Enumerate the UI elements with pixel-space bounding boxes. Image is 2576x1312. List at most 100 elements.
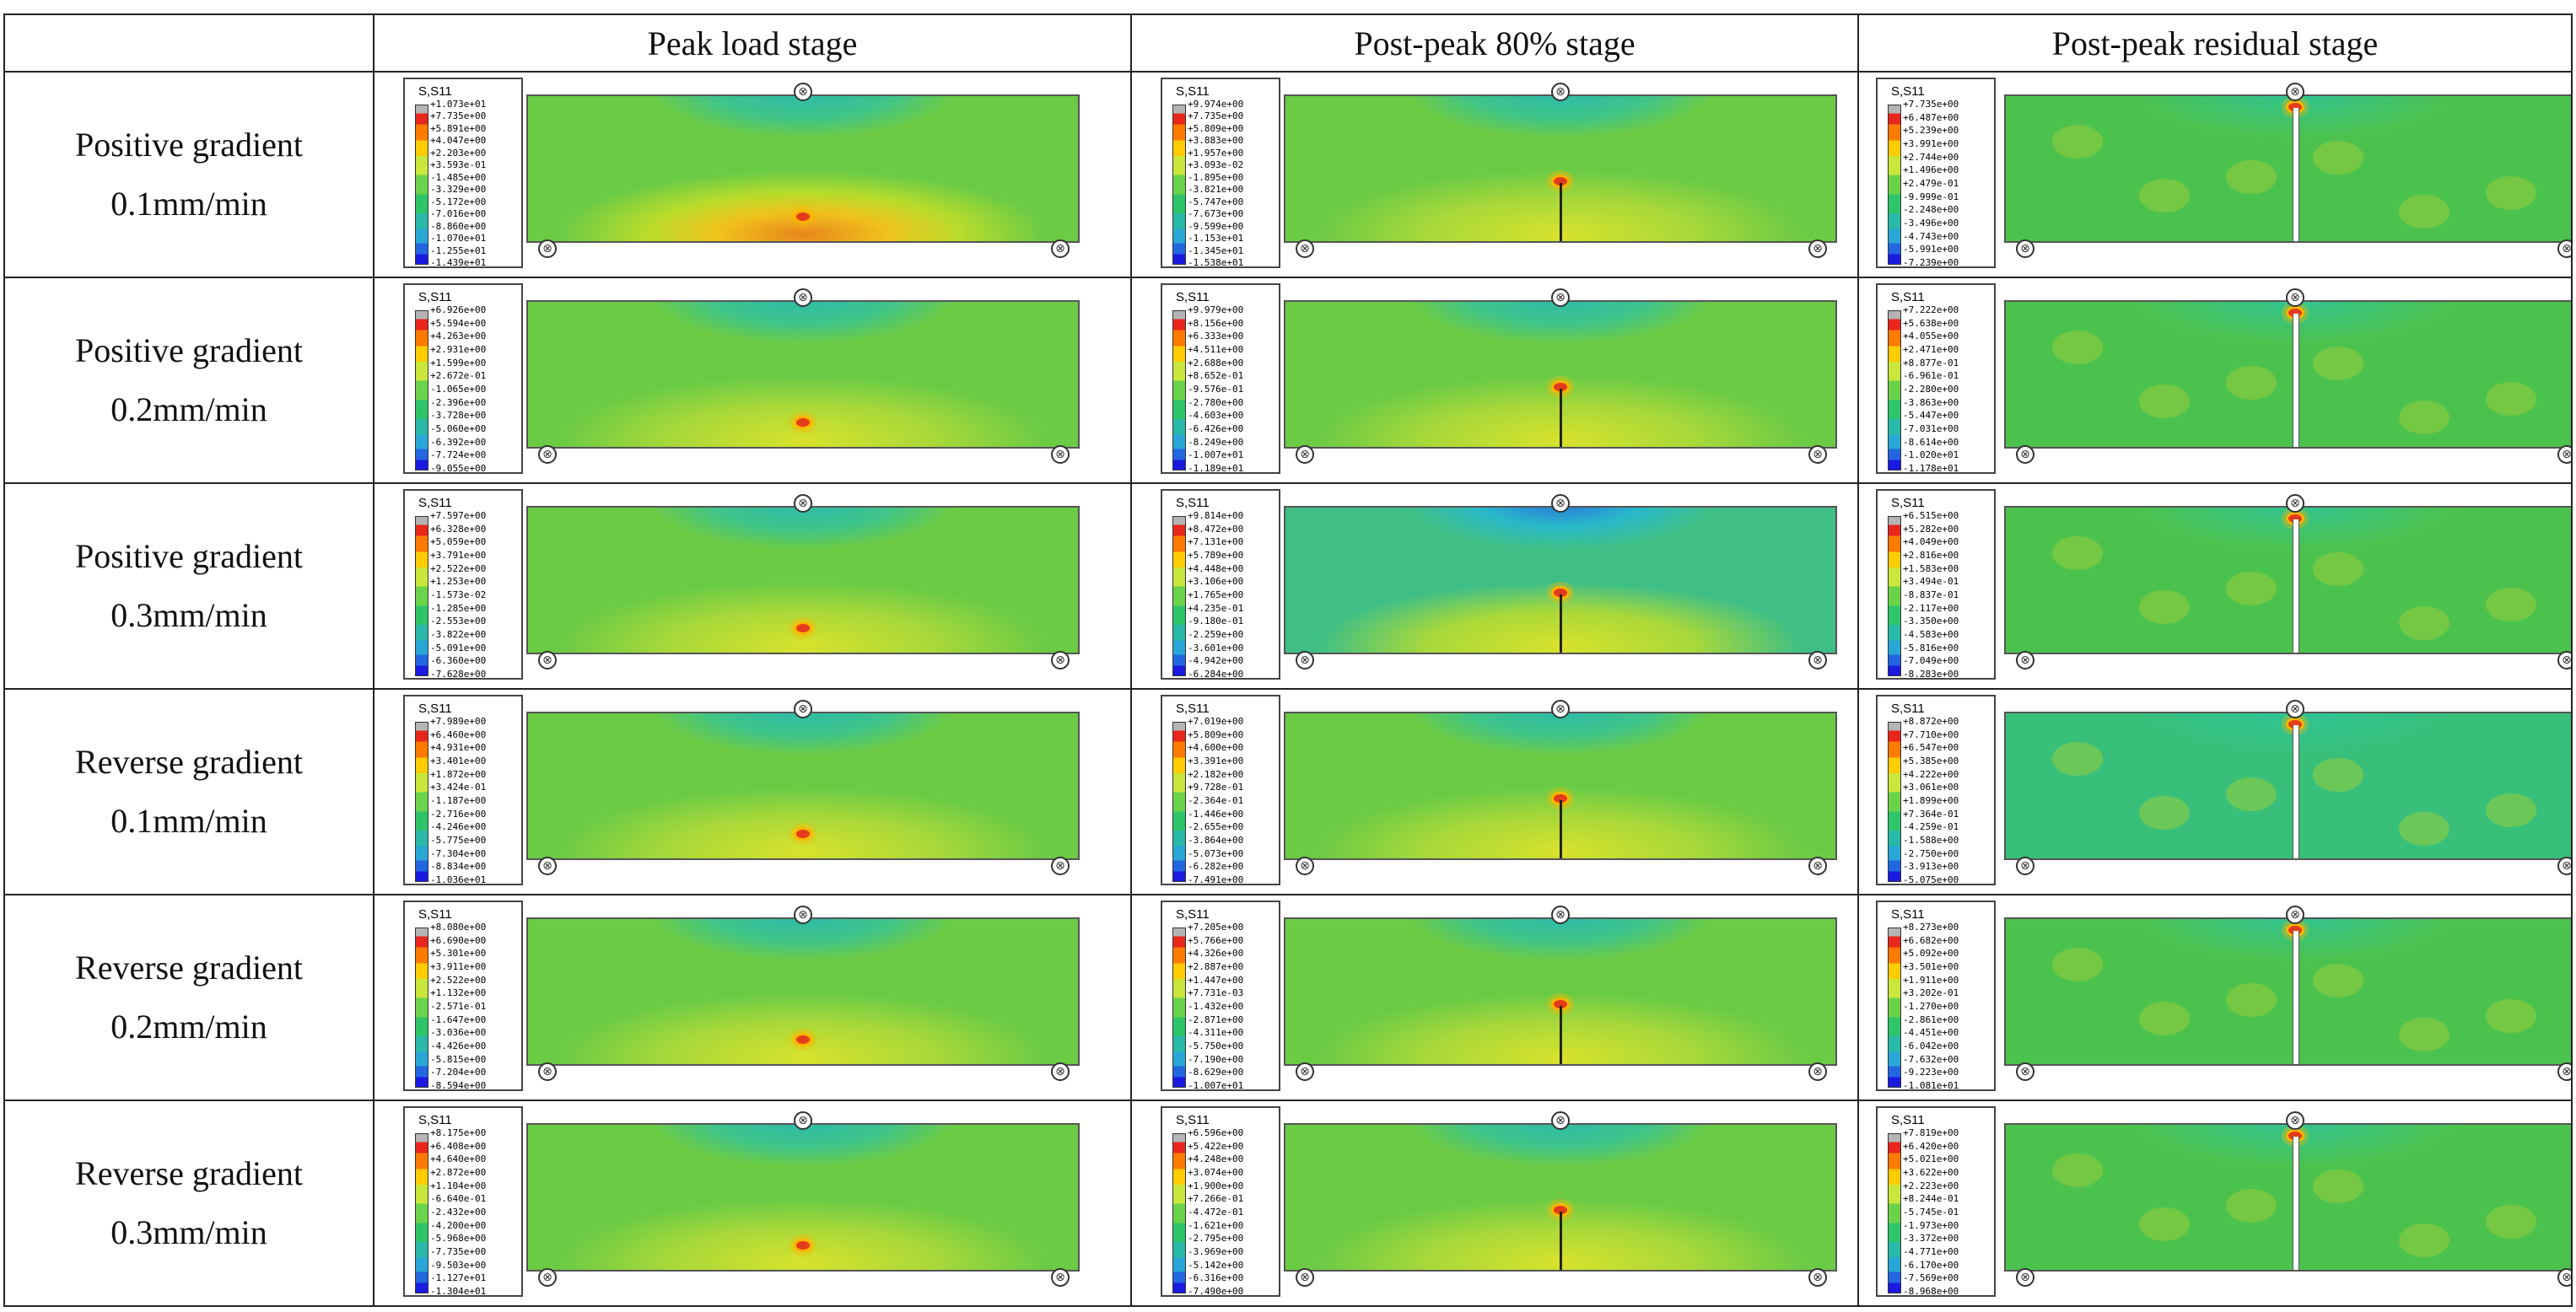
right-support-icon: ⊗ (1051, 239, 1070, 258)
legend-value: +9.814e+00 (1188, 510, 1244, 521)
legend-value: -3.329e+00 (430, 184, 487, 196)
legend-value: -2.571e-01 (430, 1001, 487, 1012)
contour-cell-post-peak-residual: S,S11 +7.735e+00 +6.487e+00 +5.239e+00 +3.99… (1857, 71, 2573, 278)
row-label: Positive gradient 0.2mm/min (3, 277, 375, 484)
legend-value: -4.246e+00 (430, 821, 487, 833)
load-point-icon: ⊗ (1551, 83, 1570, 101)
stress-hotspot (2288, 1132, 2302, 1140)
legend-value: +5.809e+00 (1188, 729, 1244, 740)
specimen-row: Reverse gradient 0.1mm/min S,S11 +7.989e+00… (3, 688, 2573, 895)
residual-patch (2225, 777, 2277, 811)
legend-value: -1.036e+01 (430, 874, 487, 885)
legend-value: -7.190e+00 (1188, 1053, 1244, 1065)
legend-value: +6.408e+00 (430, 1140, 487, 1152)
specimen-row: Reverse gradient 0.2mm/min S,S11 +8.080e+00… (3, 894, 2573, 1101)
stress-hotspot (1554, 177, 1567, 186)
stress-hotspot (796, 1240, 810, 1250)
legend-value: -9.055e+00 (430, 463, 487, 474)
legend-value: -7.031e+00 (1903, 423, 1959, 434)
left-support-icon: ⊗ (1296, 239, 1314, 258)
legend-value: +5.092e+00 (1903, 948, 1959, 960)
legend-value: -2.259e+00 (1188, 629, 1244, 640)
legend-value: +3.424e-01 (430, 782, 487, 793)
stress-hotspot (2288, 309, 2302, 317)
tension-zone (561, 377, 1045, 447)
stress-hotspot (796, 417, 810, 427)
contour-cell-peak-load: S,S11 +7.597e+00 +6.328e+00 +5.059e+00 +3.79… (373, 482, 1132, 690)
legend-color-bar (1888, 105, 1901, 265)
legend-value: +7.819e+00 (1903, 1127, 1959, 1138)
legend-value: +3.401e+00 (430, 755, 487, 766)
legend-value: +1.132e+00 (430, 987, 487, 999)
legend-value: -2.364e-01 (1188, 795, 1244, 806)
load-point-icon: ⊗ (1551, 700, 1570, 718)
legend-value: -7.724e+00 (430, 449, 487, 461)
legend-value: +1.900e+00 (1188, 1180, 1244, 1191)
legend-value: -1.345e+01 (1188, 245, 1244, 256)
legend-value: +6.690e+00 (430, 934, 487, 946)
crack-line (1560, 1212, 1562, 1270)
beam-contour (1284, 300, 1837, 449)
crack-line (1560, 594, 1562, 653)
legend-value: +2.931e+00 (430, 344, 487, 355)
legend-value: -1.255e+01 (430, 245, 487, 256)
contour-cell-post-peak-80: S,S11 +7.205e+00 +5.766e+00 +4.326e+00 +2.88… (1130, 894, 1859, 1101)
residual-patch (2312, 552, 2363, 587)
legend-value: -1.588e+00 (1903, 835, 1959, 846)
legend-value: -4.603e+00 (1188, 410, 1244, 422)
legend-value: +2.816e+00 (1903, 550, 1959, 561)
legend-value: -5.747e+00 (1188, 196, 1244, 207)
legend-value: -1.621e+00 (1188, 1219, 1244, 1231)
legend-value: -9.576e-01 (1188, 384, 1244, 395)
legend-value: -7.569e+00 (1903, 1272, 1959, 1284)
legend-value: -2.716e+00 (430, 808, 487, 820)
legend-value: -4.200e+00 (430, 1219, 487, 1231)
contour-cell-peak-load: S,S11 +8.080e+00 +6.690e+00 +5.301e+00 +3.91… (373, 894, 1132, 1101)
residual-patch (2486, 587, 2537, 621)
legend-value: +1.957e+00 (1188, 147, 1244, 159)
residual-patch (2399, 811, 2450, 846)
residual-patch (2138, 1207, 2190, 1242)
residual-patch (2225, 365, 2277, 400)
legend-value: +2.522e+00 (430, 974, 487, 986)
specimen-row: Positive gradient 0.1mm/min S,S11 +1.073e+0… (3, 71, 2573, 278)
right-support-icon: ⊗ (1051, 1268, 1070, 1287)
legend-value: -8.283e+00 (1903, 669, 1959, 680)
legend-value: +7.266e-01 (1188, 1193, 1244, 1205)
load-point-icon: ⊗ (1551, 1111, 1570, 1130)
stress-legend: S,S11 +7.222e+00 +5.638e+00 +4.055e+00 +2.47… (1876, 283, 1996, 474)
legend-value: -1.127e+01 (430, 1272, 487, 1284)
legend-color-bar (1172, 928, 1186, 1088)
legend-value: +3.791e+00 (430, 550, 487, 561)
right-support-icon: ⊗ (1051, 651, 1070, 669)
residual-patch (2399, 605, 2450, 640)
beam-contour (526, 94, 1080, 243)
legend-value: +3.061e+00 (1903, 782, 1959, 793)
legend-value: -3.496e+00 (1903, 218, 1959, 229)
right-support-icon: ⊗ (1051, 857, 1070, 875)
row-label-rate: 0.1mm/min (110, 185, 267, 223)
legend-value: -6.042e+00 (1903, 1040, 1959, 1051)
legend-value: +5.282e+00 (1903, 523, 1959, 535)
beam-contour (1284, 917, 1837, 1066)
right-support-icon: ⊗ (2557, 857, 2570, 875)
stress-legend: S,S11 +8.080e+00 +6.690e+00 +5.301e+00 +3.91… (403, 901, 523, 1091)
legend-value: +5.809e+00 (1188, 122, 1244, 134)
stress-hotspot (2288, 514, 2302, 523)
legend-value: -4.259e-01 (1903, 821, 1959, 833)
right-support-icon: ⊗ (1808, 445, 1827, 464)
contour-cell-peak-load: S,S11 +6.926e+00 +5.594e+00 +4.263e+00 +2.93… (373, 277, 1132, 484)
specimen-row: Positive gradient 0.2mm/min S,S11 +6.926e+0… (3, 277, 2573, 484)
legend-value: +4.511e+00 (1188, 344, 1244, 355)
legend-value: -6.961e-01 (1903, 370, 1959, 382)
residual-patch (2486, 1204, 2537, 1239)
contour-cell-post-peak-80: S,S11 +6.596e+00 +5.422e+00 +4.248e+00 +3.07… (1130, 1100, 1859, 1307)
legend-value: +8.156e+00 (1188, 317, 1244, 329)
legend-value: +2.479e-01 (1903, 178, 1959, 189)
legend-value: +5.422e+00 (1188, 1140, 1244, 1152)
crack-line (1560, 1006, 1562, 1064)
legend-value: +3.494e-01 (1903, 576, 1959, 588)
right-support-icon: ⊗ (1808, 1268, 1827, 1287)
legend-value: +6.682e+00 (1903, 934, 1959, 946)
left-support-icon: ⊗ (1296, 1268, 1314, 1287)
